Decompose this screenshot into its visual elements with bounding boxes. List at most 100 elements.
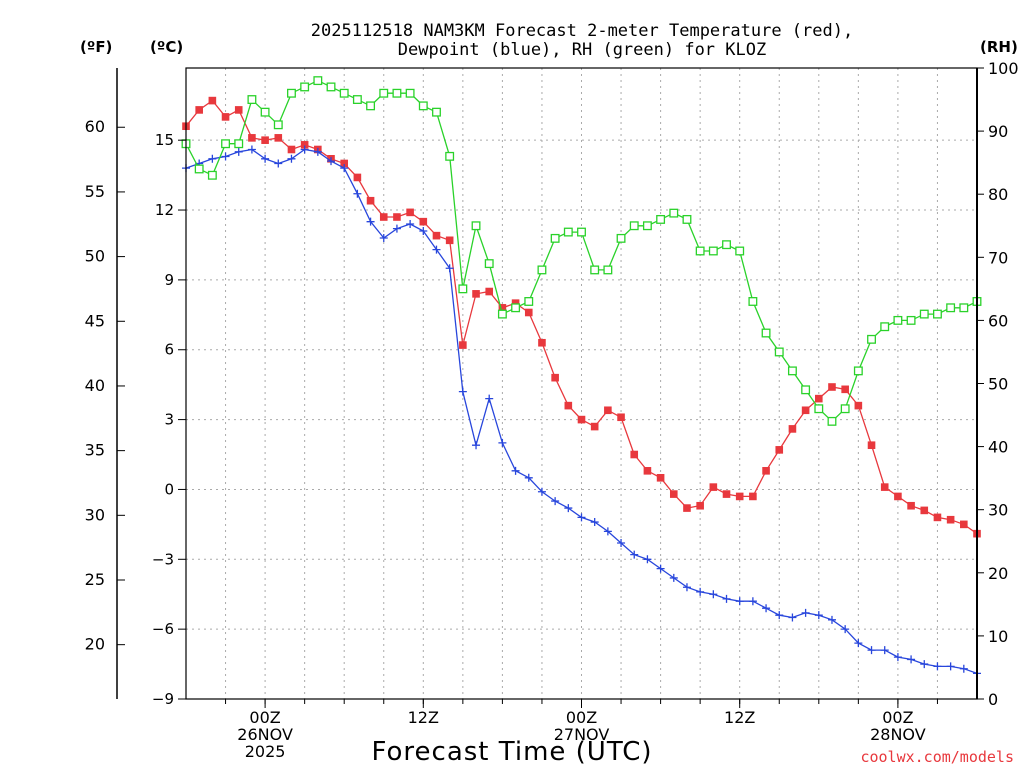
dewpoint-point	[907, 655, 916, 664]
fahrenheit-tick-label: 35	[85, 441, 105, 460]
dewpoint-point	[327, 157, 336, 166]
temperature-point	[749, 492, 757, 501]
celsius-tick-label: −9	[152, 690, 174, 708]
temperature-point	[287, 145, 296, 154]
dewpoint-point	[261, 154, 270, 163]
dewpoint-point	[920, 660, 929, 669]
fahrenheit-tick-label: 50	[85, 247, 105, 266]
rh-point	[207, 170, 217, 180]
rh-point	[313, 76, 323, 86]
rh-point	[273, 120, 283, 130]
rh-point	[629, 221, 639, 231]
temperature-point	[551, 373, 559, 382]
dewpoint-point	[775, 611, 784, 620]
rh-point	[656, 214, 666, 224]
temperature-point	[366, 196, 375, 205]
rh-point	[445, 151, 455, 161]
rh-point	[260, 107, 270, 117]
temperature-point	[208, 96, 217, 105]
temperature-point	[880, 483, 889, 491]
dewpoint-point	[287, 154, 296, 163]
dewpoint-point	[827, 615, 836, 624]
dewpoint-point	[537, 487, 546, 496]
dewpoint-point	[300, 145, 309, 154]
temperature-point	[709, 483, 718, 491]
temperature-point	[894, 492, 902, 501]
fahrenheit-tick-label: 25	[85, 570, 105, 589]
rh-point	[959, 303, 969, 313]
dewpoint-point	[472, 441, 481, 450]
dewpoint-point	[893, 653, 902, 662]
dewpoint-point	[643, 555, 652, 564]
rh-point	[550, 233, 560, 243]
rh-point	[234, 139, 244, 149]
rh-point	[432, 107, 441, 117]
temperature-point	[788, 425, 797, 433]
rh-tick-label: 20	[988, 564, 1008, 583]
celsius-tick-label: −3	[152, 550, 174, 568]
rh-point	[326, 82, 336, 92]
temperature-point	[353, 173, 362, 182]
dewpoint-point	[959, 664, 968, 673]
dewpoint-point	[617, 538, 626, 547]
rh-tick-label: 10	[988, 627, 1008, 646]
fahrenheit-tick-label: 60	[85, 117, 105, 136]
rh-tick-label: 100	[988, 59, 1019, 78]
dewpoint-point	[748, 597, 757, 606]
celsius-tick-label: 12	[155, 201, 174, 219]
rh-point	[287, 88, 296, 98]
temperature-point	[696, 501, 704, 510]
temperature-point	[234, 106, 243, 114]
rh-point	[221, 139, 230, 149]
dewpoint-point	[630, 550, 639, 559]
dewpoint-point	[933, 662, 942, 671]
temperature-point	[775, 446, 784, 454]
temperature-point	[472, 290, 480, 298]
x-tick-label: 00Z	[249, 708, 280, 727]
rh-tick-label: 40	[988, 438, 1008, 457]
temperature-point	[248, 134, 256, 142]
dewpoint-point	[590, 518, 599, 527]
temperature-point	[643, 467, 652, 475]
rh-point	[853, 366, 863, 376]
celsius-tick-label: 15	[155, 131, 174, 149]
x-tick-label: 26NOV	[237, 725, 293, 744]
rh-point	[867, 334, 876, 344]
dewpoint-point	[656, 564, 665, 573]
rh-point	[352, 95, 362, 104]
rh-point	[919, 309, 929, 319]
dewpoint-point	[880, 646, 889, 655]
celsius-tick-label: 0	[164, 480, 174, 498]
temperature-point	[683, 504, 691, 512]
rh-point	[893, 315, 903, 325]
temperature-point	[300, 141, 309, 149]
fahrenheit-tick-label: 20	[85, 635, 105, 654]
celsius-tick-label: −6	[152, 620, 174, 638]
dewpoint-point	[432, 245, 441, 254]
rh-unit-label: (RH)	[980, 38, 1018, 56]
rh-point	[787, 366, 797, 376]
rh-point	[801, 385, 811, 395]
rh-tick-label: 30	[988, 501, 1008, 520]
rh-point	[511, 303, 521, 313]
dewpoint-point	[234, 147, 243, 156]
rh-point	[840, 404, 850, 414]
dewpoint-point	[682, 583, 691, 592]
temperature-point	[485, 287, 494, 296]
rh-point	[537, 265, 547, 275]
dewpoint-point	[814, 611, 823, 620]
x-tick-label: 27NOV	[554, 725, 610, 744]
temperature-point	[498, 304, 507, 312]
temperature-point	[828, 383, 836, 391]
dewpoint-point	[445, 264, 454, 273]
dewpoint-point	[379, 233, 388, 242]
dewpoint-point	[735, 597, 744, 606]
celsius-tick-label: 3	[164, 411, 174, 429]
temperature-point	[946, 515, 955, 524]
dewpoint-point	[709, 590, 718, 599]
dewpoint-point	[392, 224, 401, 233]
temperature-point	[459, 341, 467, 349]
x-axis-label: Forecast Time (UTC)	[371, 737, 652, 767]
rh-point	[339, 88, 349, 98]
rh-point	[814, 404, 824, 414]
